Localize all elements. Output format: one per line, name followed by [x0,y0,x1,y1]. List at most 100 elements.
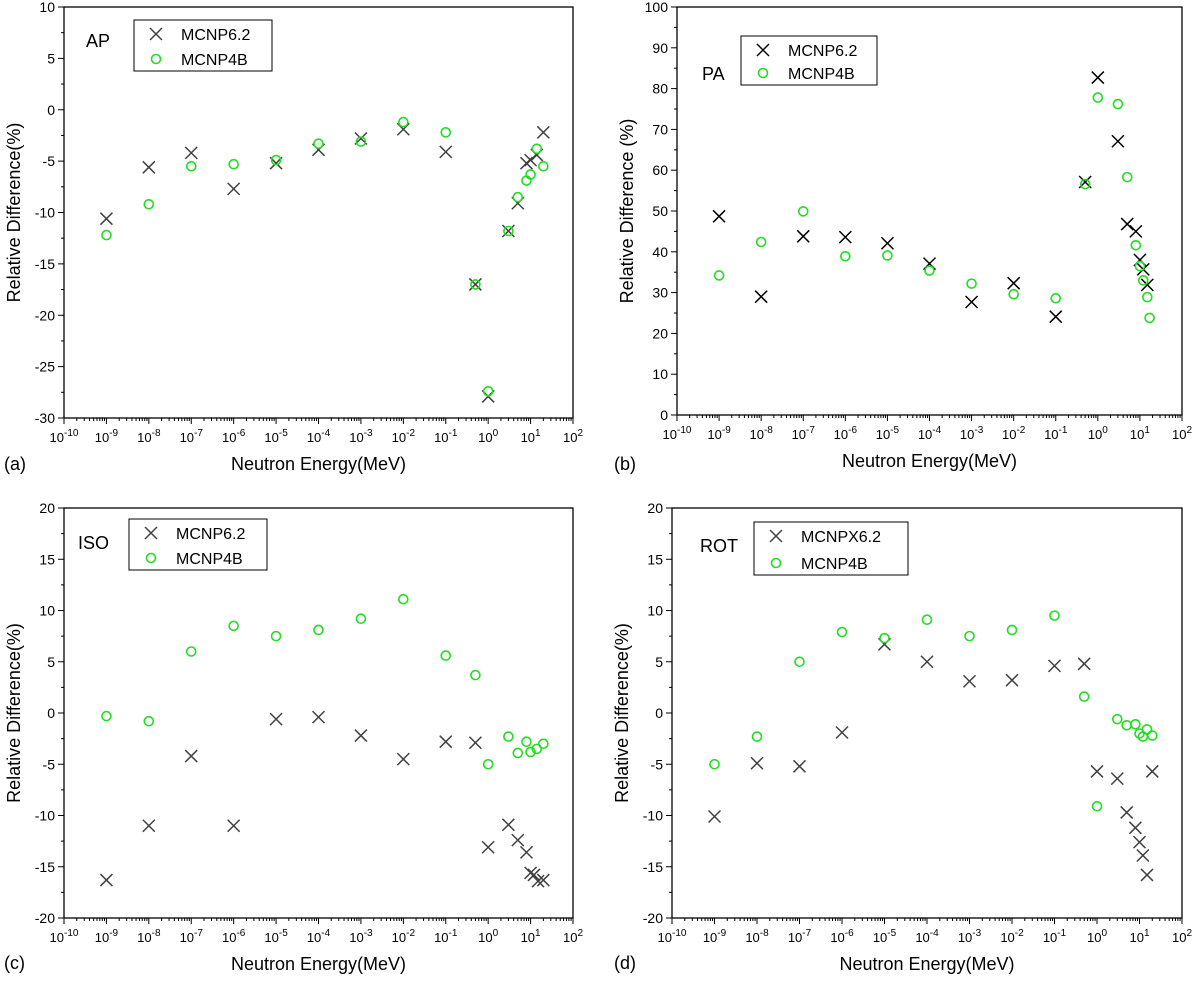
data-point [794,656,805,668]
data-point [879,632,890,644]
y-tick-label: 50 [652,203,668,219]
data-point [1111,713,1123,725]
data-point [835,725,849,740]
data-point [101,229,112,241]
data-point [1049,610,1060,621]
legend-marker [770,557,782,569]
y-tick-label: -15 [35,256,55,272]
data-point [1091,71,1105,85]
legend-label: MCNP6.2 [181,27,250,44]
data-point [355,136,367,147]
y-tick-label: 100 [645,0,669,15]
legend: MCNPX6.2 MCNP4B [753,521,909,576]
panel-title: ISO [78,533,109,553]
data-point [1078,691,1090,702]
data-point [482,758,494,770]
data-point [101,710,112,722]
data-point [751,731,763,742]
data-point [1090,764,1104,778]
data-point [313,138,324,149]
data-point [1079,178,1091,190]
x-tick-label: 10-5 [264,928,288,945]
data-point [1129,224,1143,238]
y-tick-label: 0 [47,102,55,118]
x-tick-label: 101 [1129,928,1149,945]
panel-title: AP [86,31,110,51]
x-tick-label: 102 [563,928,583,945]
y-tick-label: 10 [647,603,663,619]
data-point [270,154,282,166]
panel-label: (a) [4,454,26,474]
y-axis-label: Relative Difference(%) [612,623,632,803]
data-point [269,712,283,726]
data-point [880,236,894,250]
legend-label: MCNP6.2 [176,526,245,543]
data-point [921,614,933,626]
data-point [924,265,935,276]
legend-box [753,521,909,576]
data-point [713,270,725,281]
x-tick-label: 10-2 [1002,425,1026,442]
data-point [1120,805,1134,819]
y-tick-label: -5 [43,756,56,772]
legend-marker [145,552,157,564]
data-point [1140,868,1154,882]
x-tick-label: 10-1 [1044,425,1068,442]
data-point [503,731,514,742]
plot-frame [671,507,1183,919]
chart-panel-a: 10-10 10-9 10-8 10-7 10-6 10-5 10-4 10-3 10-2 10-… [4,0,583,474]
y-tick-label: -25 [35,359,55,375]
data-point [536,125,550,139]
data-point [538,738,549,750]
data-point [1121,719,1133,731]
data-point [840,250,851,262]
series-1 [101,593,549,770]
legend-marker [149,27,163,41]
x-tick-label: 10-9 [703,928,727,945]
data-point [227,819,241,833]
data-point [99,212,113,226]
x-tick-label: 10-8 [137,928,161,945]
data-point [1007,276,1021,290]
y-tick-label: -5 [651,756,664,772]
data-point [750,756,764,770]
data-point [1134,260,1146,272]
data-point [184,146,198,160]
y-axis-label: Relative Difference (%) [617,119,637,304]
data-point [313,624,324,636]
y-tick-label: 20 [39,500,55,516]
data-point [143,715,155,727]
legend: MCNP6.2 MCNP4B [128,518,268,571]
x-tick-label: 10-3 [349,428,373,445]
data-point [185,646,197,657]
data-point [1132,835,1147,849]
data-point [1142,291,1153,303]
data-point [1006,624,1018,636]
x-tick-label: 10-7 [792,425,816,442]
data-point [1092,92,1104,103]
data-point [354,729,368,743]
x-tick-label: 10-9 [95,428,119,445]
data-point [882,250,893,261]
data-point [709,758,720,770]
x-tick-label: 10-2 [392,928,416,945]
legend-marker [757,67,769,79]
chart-panel-d: 10-10 10-9 10-8 10-7 10-6 10-5 10-4 10-3 10-2 10-… [612,500,1192,974]
x-axis-label: Neutron Energy(MeV) [231,954,406,974]
x-tick-label: 100 [1087,928,1107,945]
data-point [311,710,326,724]
x-tick-label: 10-3 [349,928,373,945]
data-point [712,209,726,223]
data-point [142,160,156,174]
x-tick-label: 10-9 [707,425,731,442]
data-point [1145,764,1159,778]
data-point [754,290,768,304]
x-tick-label: 10-6 [222,428,246,445]
chart-panel-c: 10-10 10-9 10-8 10-7 10-6 10-5 10-4 10-3 10-2 10-… [4,500,583,974]
data-point [398,116,409,128]
data-point [511,833,525,847]
data-point [99,873,113,887]
x-tick-label: 10-4 [307,928,331,945]
data-point [531,874,545,888]
